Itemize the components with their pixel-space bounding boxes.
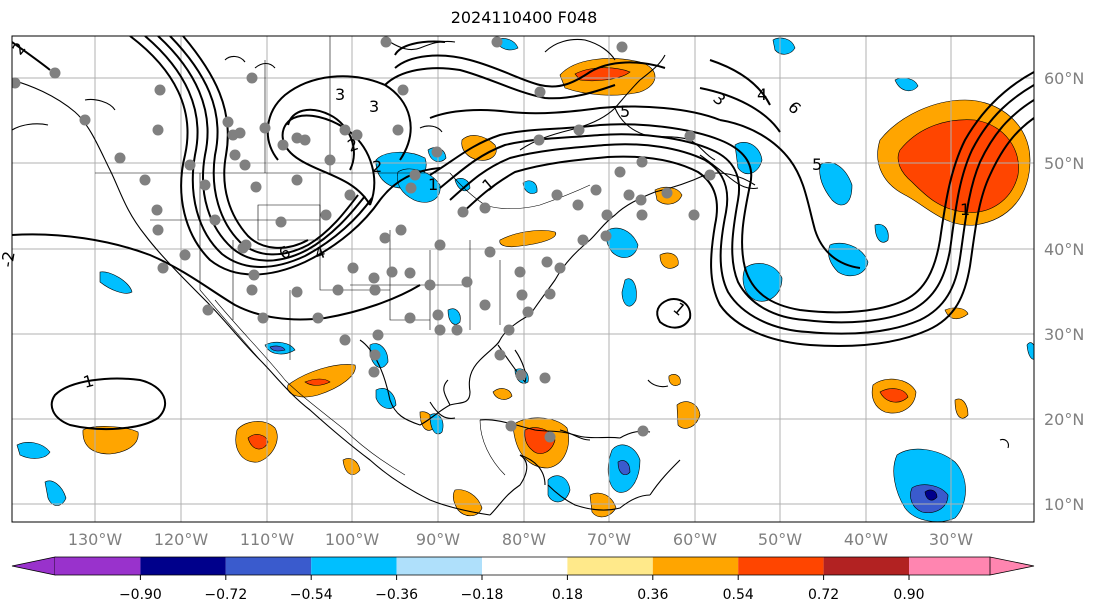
lon-label: 100°W — [325, 530, 380, 549]
colorbar-bin — [311, 557, 397, 575]
lat-label: 30°N — [1044, 325, 1084, 344]
colorbar-tick-label: −0.90 — [119, 587, 162, 603]
colorbar-tick-label: 0.90 — [893, 587, 924, 603]
colorbar-bin — [652, 557, 739, 575]
colorbar-bin — [396, 557, 482, 575]
contour-label: 4 — [757, 85, 767, 104]
map-frame — [11, 35, 1035, 523]
lon-label: 90°W — [416, 530, 460, 549]
station-markers — [12, 36, 716, 443]
colorbar-tick-label: −0.54 — [290, 587, 333, 603]
colorbar-bin — [482, 557, 568, 575]
lon-label: 80°W — [502, 530, 546, 549]
contour-label: 3 — [335, 85, 345, 104]
contour-label: 5 — [620, 102, 630, 121]
lon-label: 40°W — [844, 530, 888, 549]
colorbar-bin — [55, 557, 141, 575]
contour-label: -2 — [0, 250, 19, 269]
graticule — [12, 36, 1034, 522]
political-borders — [95, 36, 591, 476]
colorbar-tick-label: 0.18 — [552, 587, 583, 603]
height-contours — [12, 36, 1034, 431]
colorbar-bin — [140, 557, 226, 575]
colorbar-tick-label: −0.18 — [461, 587, 504, 603]
colorbar-extend-high — [989, 556, 1035, 576]
lat-label: 20°N — [1044, 410, 1084, 429]
lon-label: 120°W — [154, 530, 209, 549]
lon-label: 70°W — [587, 530, 631, 549]
lat-label: 60°N — [1044, 69, 1084, 88]
lon-label: 60°W — [673, 530, 717, 549]
colorbar-tick-label: −0.72 — [204, 587, 247, 603]
lat-label: 40°N — [1044, 240, 1084, 259]
contour-label: 3 — [369, 97, 379, 116]
lat-label: 10°N — [1044, 495, 1084, 514]
colorbar-bin — [738, 557, 824, 575]
colorbar-tick-label: 0.36 — [637, 587, 668, 603]
colorbar-bin — [567, 557, 653, 575]
colorbar-tick-label: 0.54 — [723, 587, 754, 603]
colorbar: −0.90 −0.72 −0.54 −0.36 −0.18 0.18 0.36 … — [11, 556, 1035, 603]
anomaly-shading — [16, 37, 1034, 522]
colorbar-extend-low — [11, 556, 56, 576]
colorbar-tick-label: −0.36 — [375, 587, 418, 603]
contour-label: 1 — [960, 200, 970, 219]
colorbar-bin — [225, 557, 312, 575]
contour-label: 1 — [428, 175, 438, 194]
lon-label: 50°W — [758, 530, 802, 549]
map-title: 2024110400 F048 — [450, 8, 598, 27]
colorbar-tick-label: 0.72 — [808, 587, 839, 603]
lon-label: 130°W — [68, 530, 123, 549]
contour-label: 1 — [81, 371, 96, 392]
contour-label: 2 — [372, 157, 382, 176]
lat-label: 50°N — [1044, 154, 1084, 173]
lon-label: 30°W — [929, 530, 973, 549]
contour-label: 5 — [812, 155, 822, 174]
longitude-labels: 130°W 120°W 110°W 100°W 90°W 80°W 70°W 6… — [68, 530, 973, 549]
colorbar-bin — [823, 557, 909, 575]
latitude-labels: 60°N 50°N 40°N 30°N 20°N 10°N — [1044, 69, 1084, 514]
lon-label: 110°W — [240, 530, 295, 549]
colorbar-bin — [909, 557, 990, 575]
